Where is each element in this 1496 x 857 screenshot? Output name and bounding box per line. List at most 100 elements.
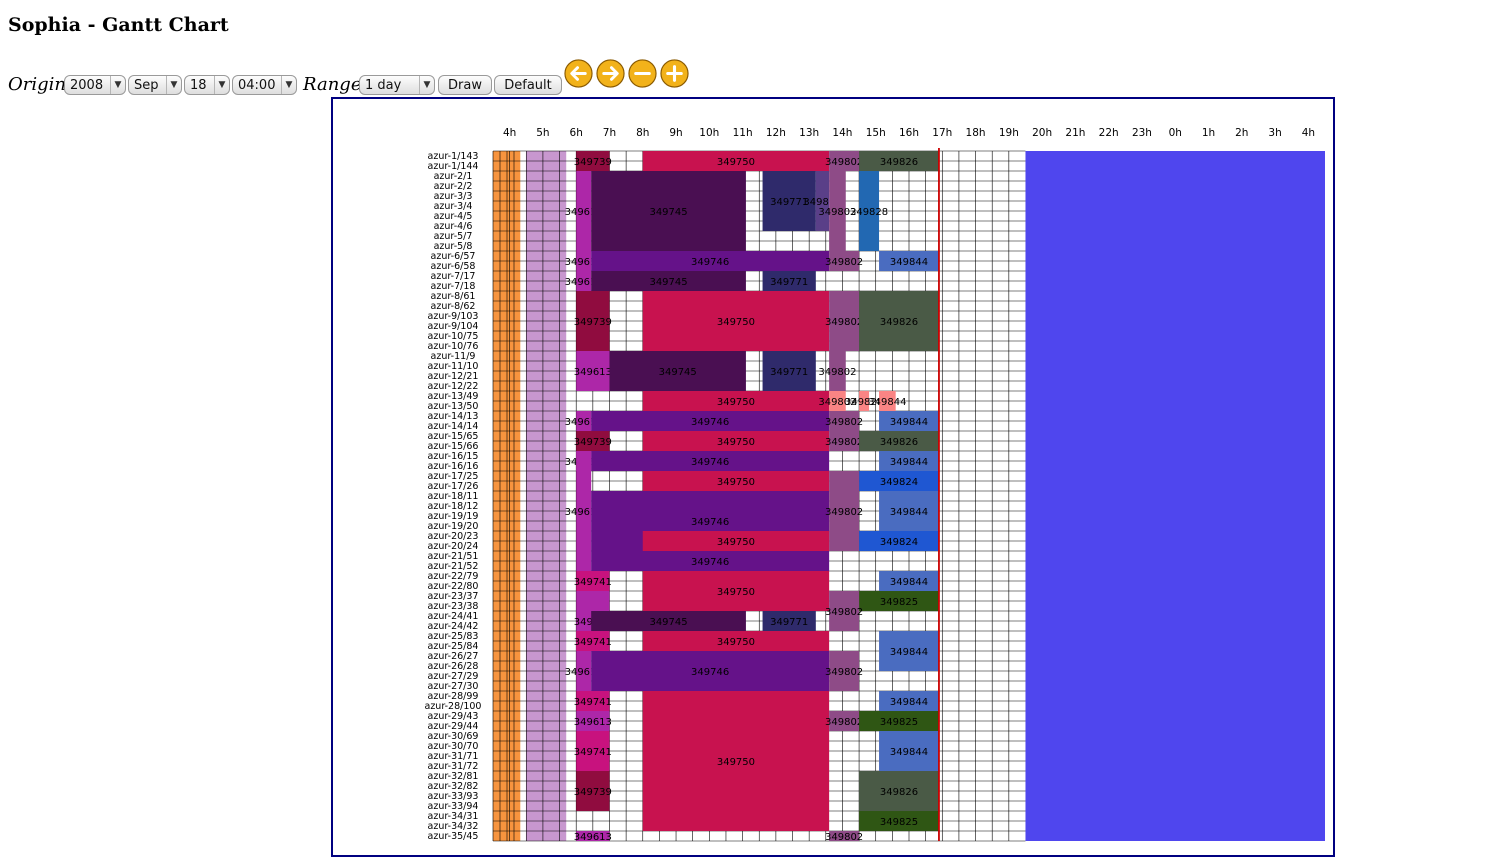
resource-label: azur-31/72	[428, 761, 479, 772]
resource-label: azur-32/81	[428, 771, 479, 782]
range-value: 1 day	[365, 77, 402, 93]
x-tick-label: 11h	[733, 127, 753, 139]
job-bar	[829, 391, 846, 411]
job-bar	[576, 171, 592, 251]
job-label: 349844	[890, 457, 928, 468]
plus-icon[interactable]	[660, 59, 689, 88]
x-tick-label: 8h	[636, 127, 649, 139]
resource-label: azur-6/57	[431, 251, 476, 262]
job-label: 349826	[880, 787, 918, 798]
job-bar	[859, 711, 939, 731]
resource-label: azur-21/51	[428, 551, 479, 562]
job-bar	[829, 171, 846, 251]
job-label: 349750	[717, 757, 755, 768]
minus-icon[interactable]	[628, 59, 657, 88]
job-bar	[859, 151, 939, 171]
resource-label: azur-19/19	[428, 511, 479, 522]
job-bar	[829, 831, 860, 841]
job-bar	[642, 471, 830, 491]
job-label: 349844	[890, 747, 928, 758]
job-bar	[879, 571, 939, 591]
resource-label: azur-23/37	[428, 591, 479, 602]
job-bar	[829, 471, 860, 551]
job-label: 349750	[717, 477, 755, 488]
job-label: 349771	[770, 197, 808, 208]
job-label: 349746	[691, 417, 729, 428]
day-value: 18	[190, 77, 207, 93]
time-select[interactable]: 04:00 ▼	[232, 75, 297, 95]
job-bar	[591, 451, 830, 471]
x-tick-label: 17h	[932, 127, 952, 139]
job-bar	[591, 651, 830, 691]
resource-label: azur-24/42	[428, 621, 479, 632]
job-label: 349741	[574, 637, 612, 648]
x-tick-label: 21h	[1065, 127, 1085, 139]
job-label: 349739	[574, 787, 612, 798]
x-tick-label: 23h	[1132, 127, 1152, 139]
chevron-down-icon: ▼	[419, 76, 434, 94]
resource-label: azur-3/4	[434, 201, 473, 212]
resource-label: azur-13/49	[428, 391, 479, 402]
resource-label: azur-11/10	[428, 361, 479, 372]
job-label: 349613	[565, 277, 603, 288]
job-label: 349828	[845, 397, 883, 408]
job-label: 349746	[691, 257, 729, 268]
job-label: 349824	[880, 537, 918, 548]
job-label: 349844	[890, 417, 928, 428]
gantt-chart: 349739 349750 349802 349826 349613 349745 3497…	[425, 127, 1325, 843]
arrow-right-icon[interactable]	[596, 59, 625, 88]
resource-label: azur-16/15	[428, 451, 479, 462]
job-label: 349746	[691, 557, 729, 568]
job-bar	[815, 171, 830, 231]
orange-zone	[493, 151, 521, 841]
x-tick-label: 2h	[1235, 127, 1248, 139]
resource-label: azur-8/61	[431, 291, 476, 302]
resource-label: azur-29/44	[428, 721, 479, 732]
year-select[interactable]: 2008 ▼	[64, 75, 126, 95]
range-select[interactable]: 1 day ▼	[359, 75, 435, 95]
default-button[interactable]: Default	[494, 75, 562, 95]
resource-label: azur-26/27	[428, 651, 479, 662]
job-label: 349844	[890, 257, 928, 268]
resource-label: azur-20/24	[428, 541, 479, 552]
job-bar	[576, 831, 610, 841]
resource-label: azur-33/93	[428, 791, 479, 802]
day-select[interactable]: 18 ▼	[184, 75, 230, 95]
job-label: 349801	[803, 197, 841, 208]
job-label: 349828	[850, 207, 888, 218]
job-bar	[591, 411, 830, 431]
job-bar	[642, 631, 830, 651]
job-label: 349825	[880, 717, 918, 728]
resource-label: azur-26/28	[428, 661, 479, 672]
resource-label: azur-14/14	[428, 421, 479, 432]
job-bar	[642, 431, 830, 451]
resource-label: azur-25/83	[428, 631, 479, 642]
x-tick-label: 22h	[1099, 127, 1119, 139]
job-label: 349844	[890, 647, 928, 658]
job-label: 349745	[649, 617, 687, 628]
job-label: 349802	[818, 207, 856, 218]
month-select[interactable]: Sep ▼	[128, 75, 182, 95]
range-label: Range	[303, 74, 362, 95]
resource-label: azur-3/3	[434, 191, 473, 202]
job-bar	[591, 171, 746, 251]
lilac-band	[526, 151, 567, 841]
resource-label: azur-8/62	[431, 301, 476, 312]
job-bar	[642, 571, 830, 611]
job-label: 349844	[890, 507, 928, 518]
resource-label: azur-6/58	[431, 261, 476, 272]
draw-button[interactable]: Draw	[438, 75, 492, 95]
resource-label: azur-28/99	[428, 691, 479, 702]
job-label: 349802	[825, 607, 863, 618]
job-bar	[829, 151, 860, 171]
job-bar	[642, 691, 830, 831]
job-bar	[829, 291, 860, 351]
job-label: 349825	[880, 817, 918, 828]
x-tick-label: 13h	[799, 127, 819, 139]
job-label: 349750	[717, 637, 755, 648]
resource-label: azur-10/75	[428, 331, 479, 342]
arrow-left-icon[interactable]	[564, 59, 593, 88]
job-label: 349802	[825, 317, 863, 328]
job-label: 349824	[880, 477, 918, 488]
job-label: 349750	[717, 397, 755, 408]
